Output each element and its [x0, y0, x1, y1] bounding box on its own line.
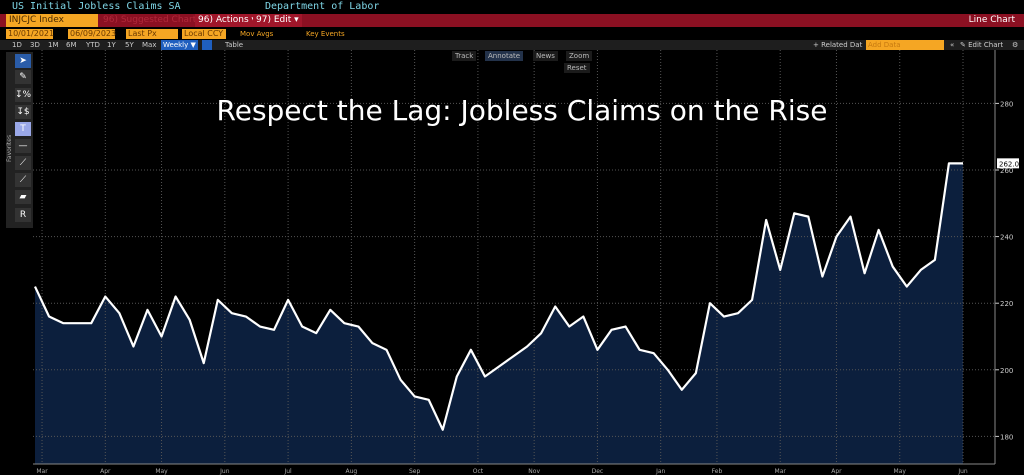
last-value-box [997, 158, 1019, 169]
news-button[interactable]: News [533, 51, 558, 61]
x-tick-label: Jun [957, 468, 968, 475]
gear-icon[interactable]: ⚙ [1012, 41, 1019, 49]
area-fill [35, 163, 963, 464]
x-tick-label: Dec [592, 468, 604, 475]
x-tick-label: Nov [528, 468, 540, 475]
y-tick-label: 240 [1000, 234, 1013, 242]
period-1y[interactable]: 1Y [107, 41, 116, 49]
source: Department of Labor [265, 1, 380, 12]
x-tick-label: Oct [473, 468, 484, 475]
percent-change-icon[interactable]: ↧% [15, 88, 32, 102]
x-tick-label: May [155, 468, 168, 475]
last-value-label: 262.0 [999, 160, 1019, 168]
chart-title: Respect the Lag: Jobless Claims on the R… [216, 94, 828, 127]
period-5y[interactable]: 5Y [125, 41, 134, 49]
ray-icon[interactable]: ⟋ [15, 173, 31, 187]
currency-select[interactable]: Local CCY [182, 29, 226, 39]
pencil-icon[interactable]: ✎ [15, 70, 31, 84]
x-tick-label: Aug [346, 468, 358, 475]
r-squared-icon[interactable]: R [15, 208, 31, 222]
zoom-button[interactable]: Zoom [566, 51, 593, 61]
edit-menu[interactable]: 97) Edit ▾ [253, 14, 302, 27]
y-tick-label: 280 [1000, 100, 1013, 108]
period-max[interactable]: Max [142, 41, 157, 49]
collapse-icon[interactable]: « [950, 41, 955, 49]
x-tick-label: Apr [831, 468, 842, 475]
related-data-button[interactable]: + Related Dat [813, 41, 863, 49]
start-date-input[interactable]: 10/01/2021 [6, 29, 55, 39]
text-icon[interactable]: T [15, 122, 31, 136]
period-row: 1D 3D 1M 6M YTD 1Y 5Y Max Weekly ▼ Table… [0, 40, 1024, 50]
channel-icon[interactable]: ▰ [15, 190, 31, 204]
track-button[interactable]: Track [452, 51, 477, 61]
x-tick-label: Feb [712, 468, 723, 475]
edit-chart-button[interactable]: ✎ Edit Chart [960, 41, 1004, 49]
horizontal-line-icon[interactable]: — [15, 139, 31, 153]
price-change-icon[interactable]: ↧$ [15, 105, 31, 119]
period-ytd[interactable]: YTD [86, 41, 100, 49]
y-tick-label: 220 [1000, 300, 1013, 308]
controls-row: 10/01/2021 06/09/2023 Last Px Local CCY … [0, 28, 1024, 39]
y-tick-label: 260 [1000, 167, 1013, 175]
period-1d[interactable]: 1D [12, 41, 22, 49]
y-tick-label: 180 [1000, 433, 1013, 441]
ticker-field[interactable]: INJCJC Index [6, 14, 98, 27]
trend-line-icon[interactable]: ⟋ [15, 156, 31, 170]
annotate-button[interactable]: Annotate [485, 51, 524, 61]
pointer-icon[interactable]: ➤ [15, 54, 31, 68]
period-1m[interactable]: 1M [48, 41, 59, 49]
add-data-input[interactable]: Add Data [866, 40, 944, 50]
table-button[interactable]: Table [225, 41, 244, 49]
drawing-toolbar: ➤ ✎ ↧% ↧$ T — ⟋ ⟋ ▰ R Favorites [6, 52, 33, 228]
series-line [34, 162, 963, 431]
x-tick-label: Sep [409, 468, 421, 475]
security-header: US Initial Jobless Claims SA Department … [0, 0, 1024, 14]
field-select[interactable]: Last Px [126, 29, 178, 39]
x-tick-label: Apr [100, 468, 111, 475]
reset-button[interactable]: Reset [564, 63, 590, 73]
x-tick-label: Mar [36, 468, 48, 475]
x-tick-label: Jan [655, 468, 665, 475]
favorites-label: Favorites [6, 134, 13, 162]
x-tick-label: Jul [283, 468, 292, 475]
end-date-input[interactable]: 06/09/2023 [68, 29, 117, 39]
security-name: US Initial Jobless Claims SA [12, 1, 181, 12]
line-chart-icon[interactable] [202, 40, 212, 50]
period-3d[interactable]: 3D [30, 41, 40, 49]
suggested-charts-button[interactable]: 96) Suggested Charts [103, 15, 201, 25]
chart-type-label: Line Chart [968, 15, 1015, 25]
x-tick-label: Mar [775, 468, 787, 475]
key-events-toggle[interactable]: Key Events [306, 30, 345, 38]
frequency-select[interactable]: Weekly ▼ [161, 40, 198, 50]
x-tick-label: May [894, 468, 907, 475]
y-tick-label: 200 [1000, 367, 1013, 375]
mov-avgs-toggle[interactable]: Mov Avgs [240, 30, 274, 38]
x-tick-label: Jun [219, 468, 230, 475]
menu-bar: INJCJC Index 96) Suggested Charts 96) Ac… [0, 14, 1024, 27]
actions-menu[interactable]: 96) Actions ▾ [195, 14, 260, 27]
period-6m[interactable]: 6M [66, 41, 77, 49]
